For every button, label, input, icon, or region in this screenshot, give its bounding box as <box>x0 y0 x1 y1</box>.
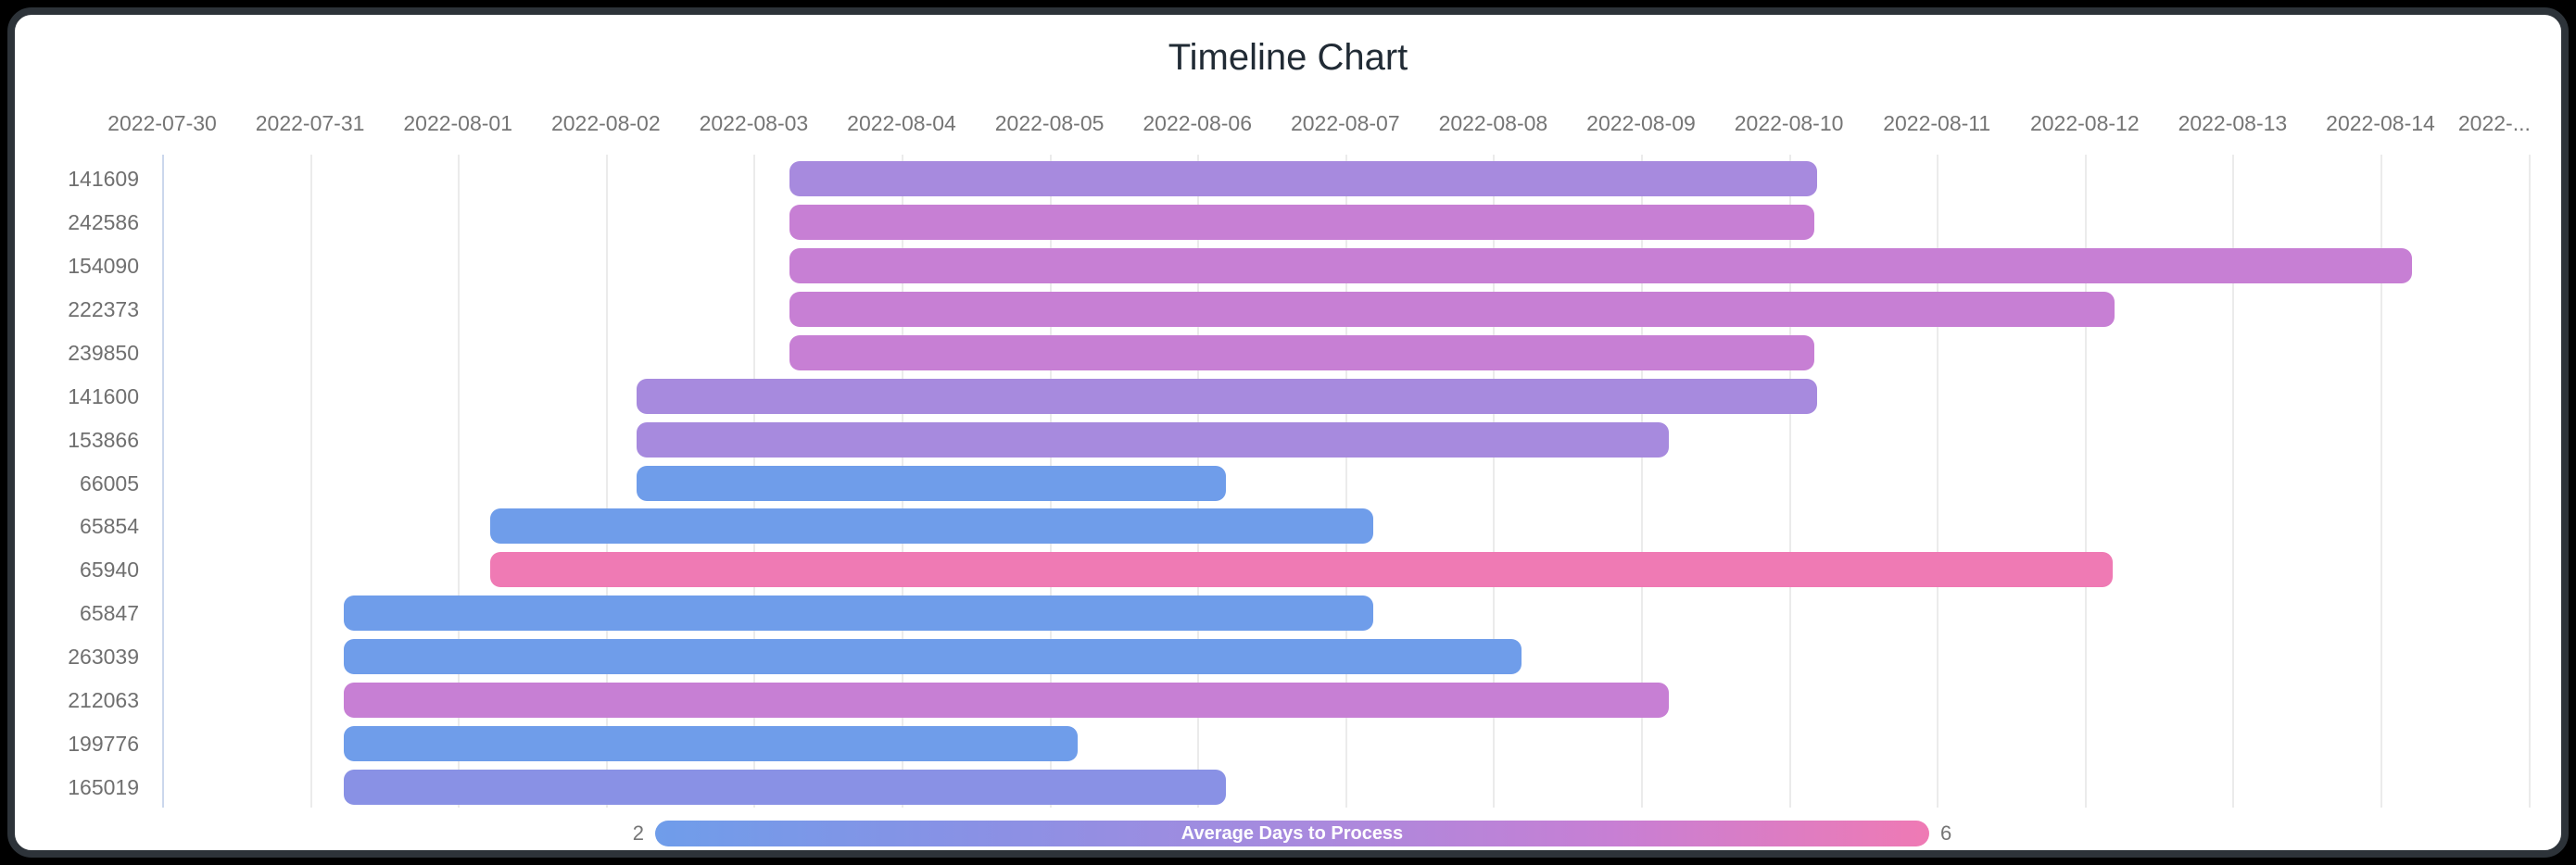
timeline-bar[interactable] <box>637 378 1817 414</box>
timeline-bar[interactable] <box>344 639 1522 675</box>
gridline <box>1788 155 1791 808</box>
timeline-bar[interactable] <box>637 465 1226 501</box>
chart-title: Timeline Chart <box>1168 37 1408 78</box>
timeline-bar[interactable] <box>344 770 1226 806</box>
x-axis-label: 2022-08-05 <box>994 111 1105 135</box>
gridline <box>1937 155 1939 808</box>
row-label: 239850 <box>68 340 139 365</box>
timeline-bar[interactable] <box>789 247 2412 283</box>
timeline-bar[interactable] <box>637 421 1670 458</box>
x-axis-label: 2022-08-02 <box>550 111 661 135</box>
gridline <box>605 155 608 808</box>
legend-gradient-bar: Average Days to Process <box>655 821 1929 846</box>
x-axis-label: 2022-08-06 <box>1143 111 1253 135</box>
gridline <box>2528 155 2531 808</box>
legend-title: Average Days to Process <box>1181 823 1404 844</box>
timeline-bar[interactable] <box>789 204 1814 240</box>
x-axis-label: 2022-08-10 <box>1734 111 1844 135</box>
row-label: 153866 <box>68 427 139 452</box>
x-axis-label: 2022-08-12 <box>2029 111 2140 135</box>
x-axis-label: 2022-07-31 <box>255 111 365 135</box>
gridline <box>2380 155 2382 808</box>
gridline <box>1641 155 1643 808</box>
row-label: 65847 <box>80 601 139 626</box>
x-axis-label: 2022-08-08 <box>1438 111 1548 135</box>
row-label: 65940 <box>80 558 139 583</box>
x-axis-label: 2022-08-13 <box>2178 111 2288 135</box>
x-axis-label: 2022-08-01 <box>403 111 513 135</box>
axis-baseline <box>162 155 164 808</box>
x-axis-label: 2022-08-07 <box>1290 111 1400 135</box>
row-label: 65854 <box>80 514 139 539</box>
row-label: 242586 <box>68 209 139 234</box>
x-axis-label: 2022-... <box>2457 111 2531 135</box>
row-label: 199776 <box>68 732 139 757</box>
row-label: 263039 <box>68 645 139 670</box>
x-axis-label: 2022-08-14 <box>2326 111 2435 135</box>
row-label: 141600 <box>68 383 139 408</box>
timeline-bar[interactable] <box>490 508 1374 545</box>
timeline-bar[interactable] <box>789 291 2115 327</box>
gridline <box>1345 155 1347 808</box>
timeline-bar[interactable] <box>490 552 2114 588</box>
row-label: 154090 <box>68 253 139 278</box>
x-axis-label: 2022-08-03 <box>699 111 809 135</box>
legend-min-label: 2 <box>632 821 644 845</box>
row-label: 222373 <box>68 296 139 321</box>
timeline-bar[interactable] <box>344 726 1078 762</box>
gridline <box>458 155 461 808</box>
gridline <box>2232 155 2235 808</box>
x-axis-label: 2022-08-09 <box>1586 111 1696 135</box>
timeline-bar[interactable] <box>344 683 1670 719</box>
gridline <box>2084 155 2087 808</box>
x-axis-label: 2022-07-30 <box>107 111 217 135</box>
timeline-bar[interactable] <box>789 334 1814 370</box>
row-label: 212063 <box>68 688 139 713</box>
gridline <box>1493 155 1496 808</box>
row-label: 66005 <box>80 470 139 495</box>
timeline-bar[interactable] <box>344 595 1374 632</box>
legend-max-label: 6 <box>1940 821 1952 845</box>
row-label: 141609 <box>68 167 139 191</box>
row-label: 165019 <box>68 775 139 800</box>
x-axis-label: 2022-08-04 <box>847 111 956 135</box>
gridline <box>309 155 312 808</box>
timeline-bar[interactable] <box>789 161 1817 196</box>
x-axis-label: 2022-08-11 <box>1883 111 1991 135</box>
